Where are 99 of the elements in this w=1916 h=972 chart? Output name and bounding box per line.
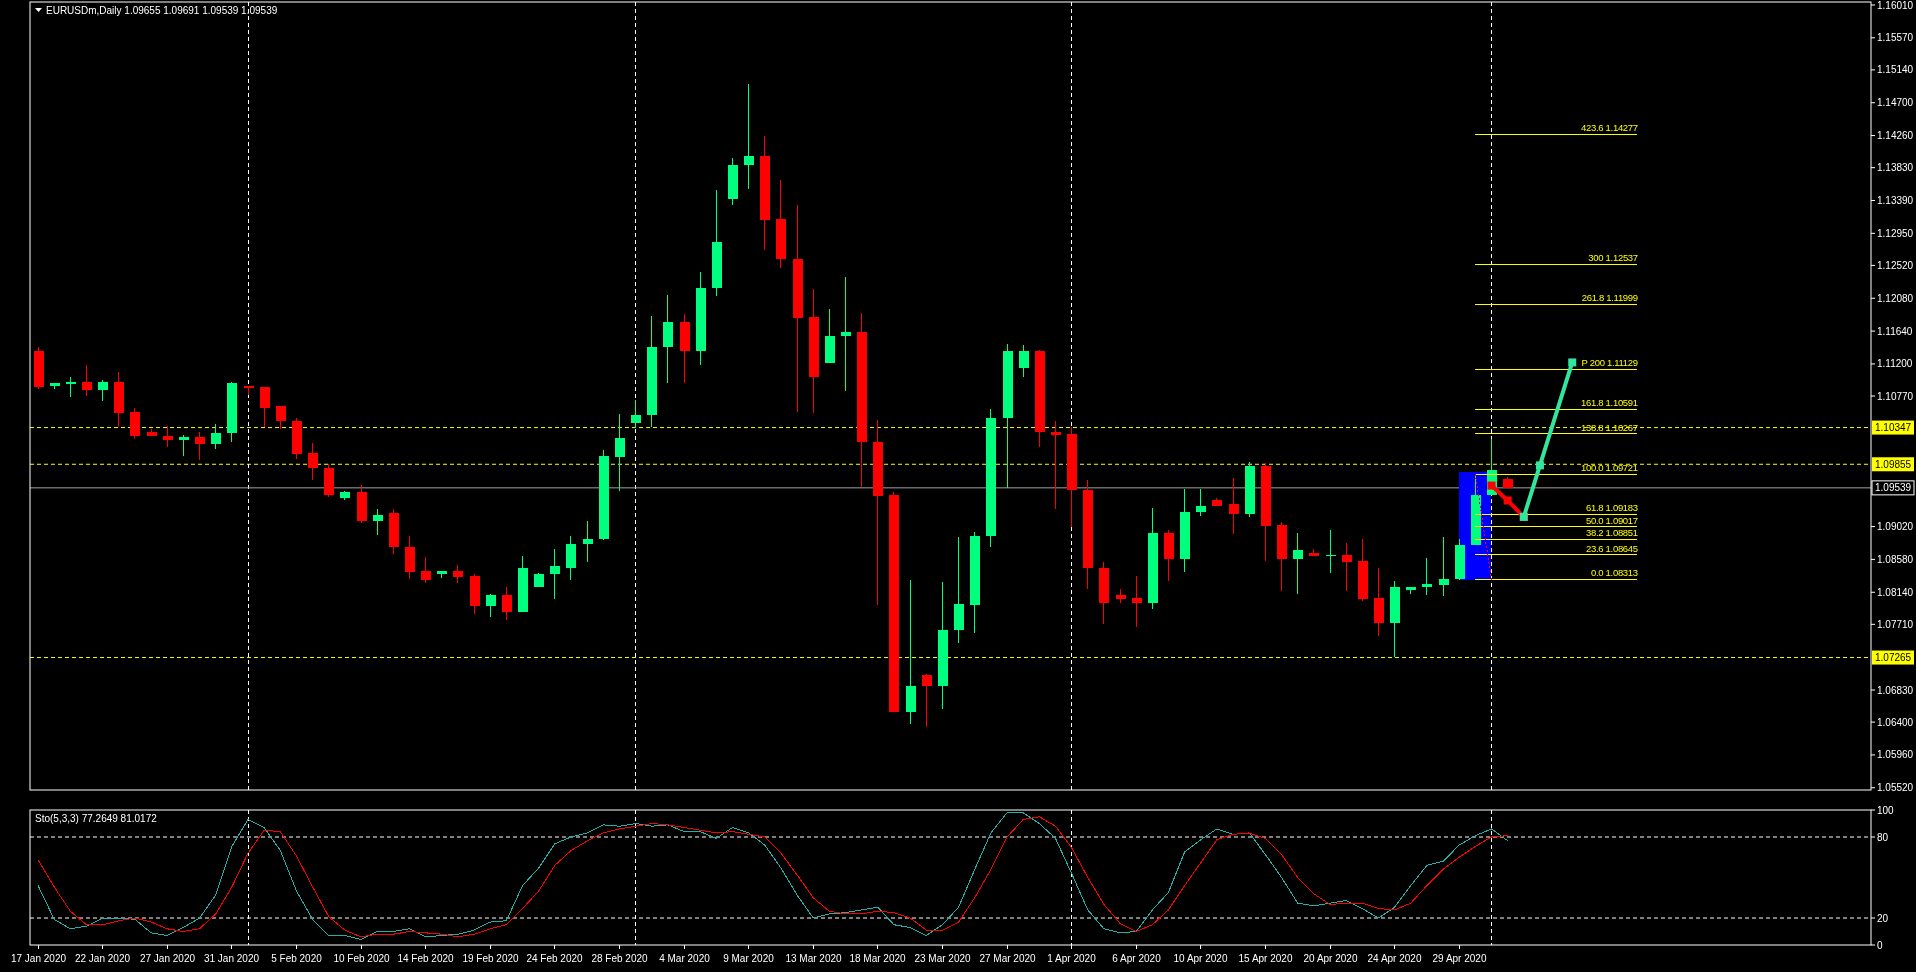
candlestick [1050, 420, 1061, 510]
y-tick-label: 1.08580 [1877, 553, 1914, 565]
point [1535, 461, 1544, 470]
x-tick-label: 1 Apr 2020 [1047, 953, 1097, 964]
y-tick-label: 1.08140 [1877, 586, 1914, 598]
y-tick-label: 1.06400 [1877, 716, 1914, 728]
ref-line-label: 1.07265 [1875, 652, 1912, 664]
series-label: 261.8 1.11999 [1581, 292, 1638, 304]
x-tick-label: 10 Apr 2020 [1173, 953, 1228, 964]
y-tick-label: 1.07710 [1877, 618, 1914, 630]
x-tick-label: 24 Apr 2020 [1367, 953, 1422, 964]
y-tick-label: 1.10770 [1877, 390, 1914, 402]
series-label: 23.6 1.08645 [1585, 542, 1638, 554]
candlestick [210, 423, 221, 450]
candlestick [1325, 529, 1336, 574]
chart-title: Sto(5,3,3) 77.2649 81.0172 [35, 813, 158, 824]
candlestick [1341, 542, 1352, 592]
y-tick-label: 1.12080 [1877, 292, 1914, 304]
candlestick [1131, 575, 1142, 628]
series-label: 138.8 1.10267 [1580, 421, 1638, 433]
candlestick [97, 379, 108, 402]
x-tick-label: 31 Jan 2020 [203, 953, 260, 964]
candlestick [1438, 536, 1449, 597]
x-tick-label: 18 Mar 2020 [849, 953, 907, 964]
candlestick [921, 673, 932, 728]
x-tick-label: 10 Feb 2020 [333, 953, 391, 964]
ref-line-label: 1.09539 [1875, 482, 1912, 494]
series-label: 300 1.12537 [1588, 252, 1638, 264]
x-tick-label: 27 Jan 2020 [139, 953, 196, 964]
ref-line-label: 1.10347 [1875, 422, 1912, 434]
candlestick [743, 83, 754, 190]
candlestick [420, 556, 431, 584]
y-tick-label: 1.12520 [1877, 259, 1914, 271]
candlestick [630, 399, 641, 429]
y-tick-label: 1.16010 [1877, 0, 1914, 11]
x-tick-label: 19 Feb 2020 [462, 953, 520, 964]
x-tick-label: 28 Feb 2020 [591, 953, 649, 964]
candlestick [372, 508, 383, 536]
candlestick [1421, 557, 1432, 596]
x-tick-label: 24 Feb 2020 [526, 953, 584, 964]
series-label: 0.0 1.08313 [1590, 567, 1638, 579]
x-tick-label: 29 Apr 2020 [1432, 953, 1487, 964]
x-tick-label: 14 Feb 2020 [397, 953, 455, 964]
candlestick [307, 442, 318, 481]
y-tick-label: 1.06830 [1877, 684, 1914, 696]
candlestick [259, 386, 270, 428]
x-tick-label: 13 Mar 2020 [785, 953, 843, 964]
candlestick [614, 413, 625, 492]
x-tick-label: 9 Mar 2020 [723, 953, 775, 964]
y-tick-label: 1.13390 [1877, 194, 1914, 206]
candlestick [485, 593, 496, 618]
candlestick [81, 364, 92, 397]
x-tick-label: 15 Apr 2020 [1238, 953, 1293, 964]
candlestick [1195, 488, 1206, 517]
x-tick-label: 6 Apr 2020 [1112, 953, 1162, 964]
x-tick-label: 22 Jan 2020 [74, 953, 131, 964]
y-tick-label: 1.09020 [1877, 521, 1914, 533]
series-label: 100.0 1.09721 [1580, 462, 1638, 474]
point [1568, 358, 1577, 367]
y-tick-label: 1.05520 [1877, 782, 1914, 794]
y-tick-label: 1.15570 [1877, 32, 1914, 44]
y-tick-label: 1.13830 [1877, 162, 1914, 174]
y-tick-label: 1.05960 [1877, 749, 1914, 761]
x-tick-label: 20 Apr 2020 [1303, 953, 1358, 964]
point [1503, 496, 1512, 505]
candlestick [178, 434, 189, 457]
candlestick [1018, 344, 1029, 378]
y-tick-label: 1.12950 [1877, 227, 1914, 239]
y-tick-label: 1.15140 [1877, 64, 1914, 76]
candlestick [549, 548, 560, 600]
y-tick-label: 0 [1877, 939, 1883, 951]
candlestick [582, 520, 593, 563]
candlestick [501, 586, 512, 621]
candlestick [129, 407, 140, 440]
y-tick-label: 1.14700 [1877, 97, 1914, 109]
candlestick [194, 431, 205, 461]
chart-title: EURUSDm,Daily 1.09655 1.09691 1.09539 1.09539 [46, 5, 278, 16]
x-tick-label: 5 Feb 2020 [271, 953, 323, 964]
x-tick-label: 27 Mar 2020 [979, 953, 1037, 964]
series-label: P 200 1.11129 [1581, 357, 1638, 369]
candlestick [1292, 532, 1303, 595]
y-tick-label: 20 [1877, 912, 1889, 924]
series-label: 423.6 1.14277 [1580, 122, 1638, 134]
series-label: 61.8 1.09183 [1585, 502, 1638, 514]
x-tick-label: 4 Mar 2020 [659, 953, 711, 964]
candlestick [65, 376, 76, 398]
series-label: 161.8 1.10591 [1580, 397, 1638, 409]
ref-line-label: 1.09855 [1875, 458, 1912, 470]
y-tick-label: 1.11640 [1877, 325, 1913, 337]
series-label: 38.2 1.08851 [1585, 527, 1638, 539]
y-tick-label: 80 [1877, 831, 1889, 843]
candlestick [565, 535, 576, 581]
y-tick-label: 100 [1877, 804, 1895, 816]
series-label: 50.0 1.09017 [1585, 514, 1638, 526]
y-tick-label: 1.11200 [1877, 358, 1913, 370]
x-tick-label: 17 Jan 2020 [10, 953, 67, 964]
candlestick [1228, 477, 1239, 535]
y-tick-label: 1.14260 [1877, 130, 1914, 142]
x-tick-label: 23 Mar 2020 [914, 953, 972, 964]
